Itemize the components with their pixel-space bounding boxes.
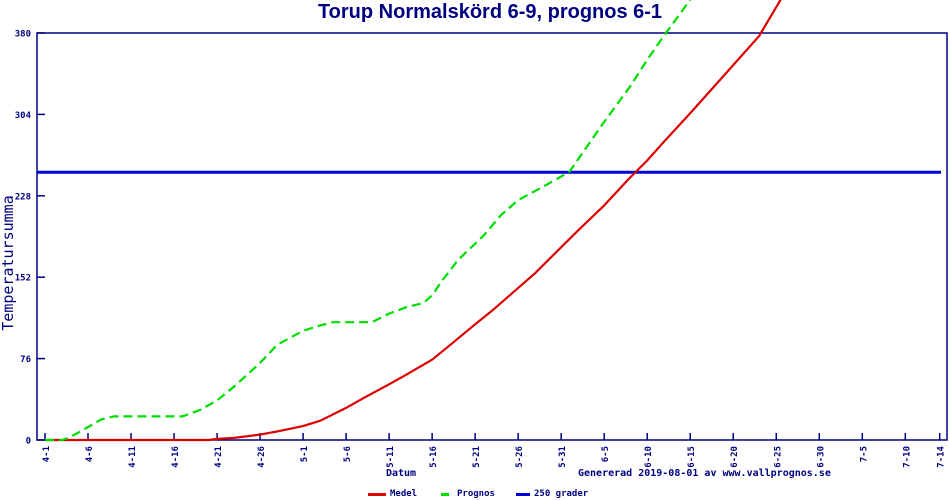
y-tick-label: 152 — [15, 274, 31, 284]
x-tick-label: 4-16 — [171, 446, 181, 468]
x-tick-label: 7-14 — [937, 445, 947, 467]
x-tick-label: 5-1 — [300, 446, 310, 462]
legend-item-250-grader: 250 grader — [516, 488, 588, 500]
x-tick-label: 4-21 — [214, 446, 224, 468]
x-tick-label: 5-21 — [472, 446, 482, 468]
x-tick-label: 6-30 — [816, 446, 826, 468]
legend-label-prognos: Prognos — [457, 489, 495, 499]
x-tick-label: 4-26 — [257, 446, 267, 468]
x-tick-label: 7-10 — [902, 446, 912, 468]
x-tick-label: 4-6 — [85, 446, 95, 462]
chart-title: Torup Normalskörd 6-9, prognos 6-1 — [317, 1, 663, 23]
series-line-prognos — [45, 0, 692, 442]
medel-line-swatch — [368, 492, 386, 496]
x-tick-label: 5-31 — [558, 446, 568, 468]
x-tick-label: 5-6 — [343, 446, 353, 462]
x-axis-title: Datum — [385, 468, 417, 479]
legend-item-medel: Medel — [368, 488, 417, 500]
y-tick-label: 228 — [15, 192, 31, 202]
threshold-line-swatch — [516, 492, 530, 496]
x-tick-label: 6-25 — [773, 446, 783, 468]
y-tick-label: 304 — [15, 111, 32, 121]
legend-label-medel: Medel — [390, 489, 418, 499]
legend-label-250-grader: 250 grader — [534, 489, 589, 499]
x-tick-label: 5-26 — [515, 446, 525, 468]
x-tick-label: 5-11 — [386, 446, 396, 468]
x-tick-label: 6-5 — [601, 446, 611, 462]
x-tick-label: 7-5 — [859, 446, 869, 462]
x-tick-label: 6-10 — [644, 446, 654, 468]
y-tick-label: 0 — [26, 437, 31, 447]
y-tick-label: 380 — [15, 30, 31, 40]
generated-footer: Genererad 2019-08-01 av www.vallprognos.… — [578, 468, 831, 479]
y-tick-label: 76 — [20, 355, 31, 365]
prognos-line-swatch — [441, 492, 449, 496]
x-tick-label: 6-20 — [730, 446, 740, 468]
legend-item-prognos: Prognos — [441, 488, 495, 500]
y-axis-title-svg: Temperatursumma — [0, 195, 17, 330]
x-tick-label: 5-16 — [429, 446, 439, 468]
x-tick-label: 4-1 — [42, 446, 52, 462]
plot-frame — [36, 32, 948, 441]
series-line-medel — [45, 0, 782, 442]
x-tick-label: 6-15 — [687, 446, 697, 468]
x-tick-label: 4-11 — [128, 446, 138, 468]
